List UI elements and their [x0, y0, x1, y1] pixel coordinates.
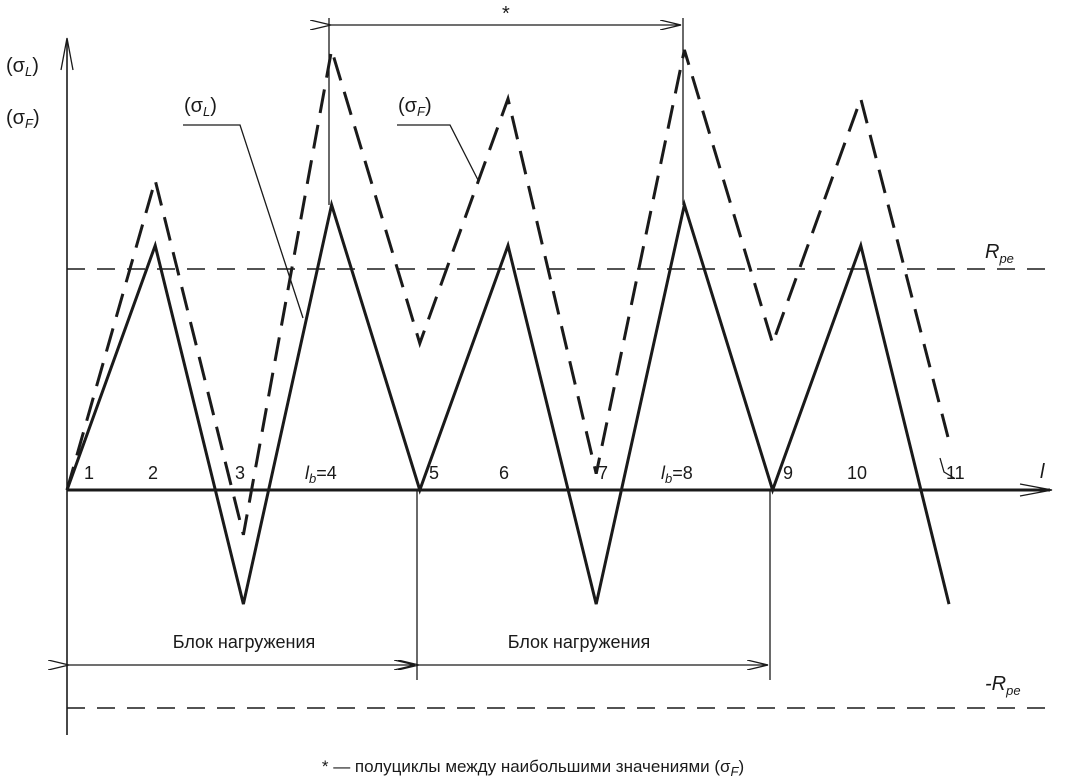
x-tick-10: 10: [847, 463, 867, 483]
rpe-label: Rpe: [985, 241, 1014, 266]
x-tick-6: 6: [499, 463, 509, 483]
x-tick-lb8: lb=8: [661, 463, 693, 486]
footnote: * — полуциклы между наибольшими значения…: [322, 757, 744, 779]
x-axis-arrow: [1019, 483, 1053, 497]
x-tick-lb4: lb=4: [305, 463, 337, 486]
sigma-L-curve: [65, 198, 951, 605]
y-label-sigma-l: (σL): [6, 55, 39, 79]
x-tick-3: 3: [235, 463, 245, 483]
y-label-sigma-f: (σF): [6, 107, 40, 131]
half-cycle-marker: *: [502, 3, 510, 25]
x-tick-7: 7: [598, 463, 608, 483]
x11-leader: [939, 457, 955, 479]
block-label-1: Блок нагружения: [173, 632, 316, 652]
y-axis-arrow: [60, 37, 74, 71]
x-tick-5: 5: [429, 463, 439, 483]
sigma-L-leader: [183, 124, 304, 319]
block-label-2: Блок нагружения: [508, 632, 651, 652]
curve-label-sigma-f: (σF): [398, 95, 432, 119]
x-tick-11: 11: [946, 463, 965, 483]
sigma-F-curve: [65, 49, 951, 536]
x-tick-2: 2: [148, 463, 158, 483]
x-axis-label: l: [1040, 461, 1045, 483]
neg-rpe-label: -Rpe: [985, 673, 1021, 698]
x-tick-1: 1: [84, 463, 94, 483]
sigma-F-leader: [397, 124, 479, 181]
x-tick-9: 9: [783, 463, 793, 483]
curve-label-sigma-l: (σL): [184, 95, 217, 119]
